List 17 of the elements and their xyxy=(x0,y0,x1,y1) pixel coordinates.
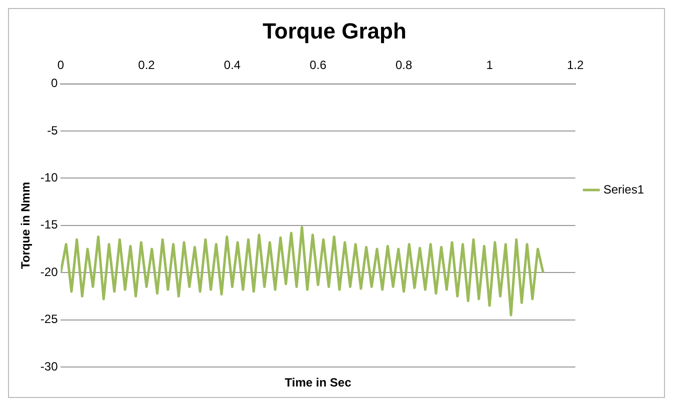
y-tick-label: 0 xyxy=(51,76,58,90)
legend-label: Series1 xyxy=(603,182,644,196)
y-tick-label: -10 xyxy=(40,170,58,185)
x-tick-label: 0.4 xyxy=(224,58,241,72)
x-tick-label: 1.2 xyxy=(566,58,584,72)
y-tick-label: -25 xyxy=(40,312,58,326)
x-tick-label: 0.2 xyxy=(138,58,156,72)
y-axis-title: Torque in Nmm xyxy=(18,182,33,269)
x-tick-label: 0.8 xyxy=(395,58,412,72)
y-tick-label: -15 xyxy=(40,218,58,232)
chart-title: Torque Graph xyxy=(262,18,406,44)
y-tick-label: -5 xyxy=(47,123,58,138)
x-axis-title: Time in Sec xyxy=(284,375,352,390)
x-tick-label: 1 xyxy=(486,58,494,72)
y-tick-label: -30 xyxy=(40,359,58,374)
y-tick-label: -20 xyxy=(40,264,58,279)
x-tick-label: 0.6 xyxy=(310,58,327,72)
